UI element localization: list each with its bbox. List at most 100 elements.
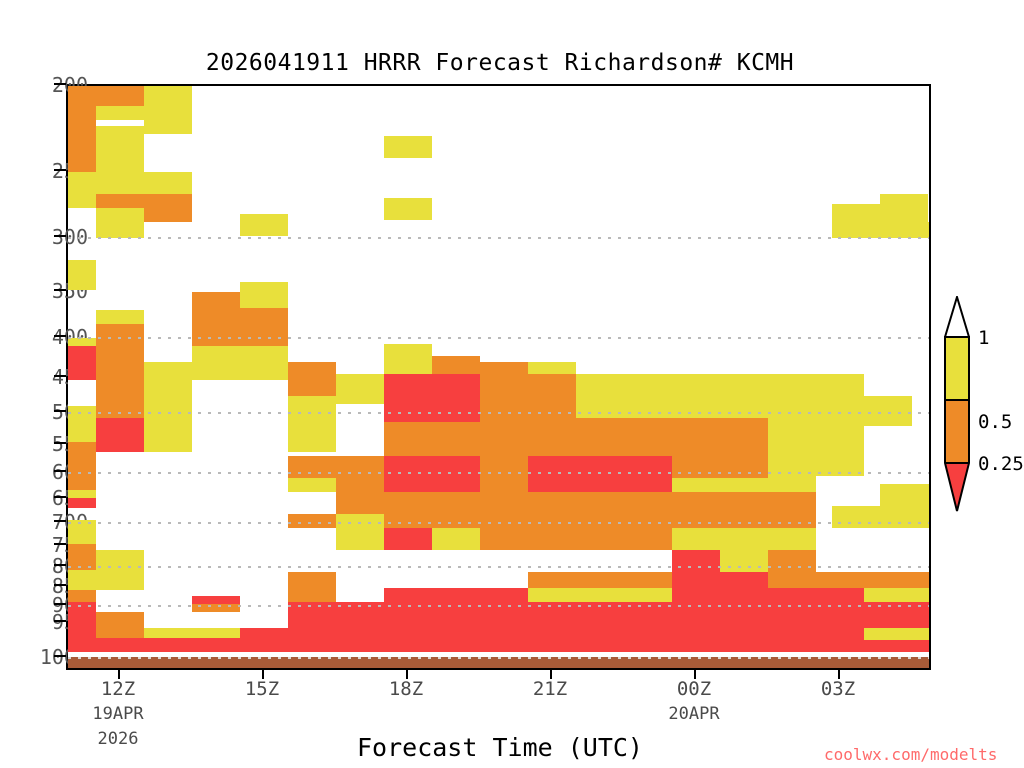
y-axis-tick-mark — [54, 520, 66, 522]
y-axis-tick-mark — [54, 543, 66, 545]
heatmap-cell — [192, 596, 240, 604]
heatmap-cell — [672, 478, 768, 492]
heatmap-cell — [96, 550, 144, 570]
heatmap-cell — [68, 338, 96, 346]
heatmap-cell — [68, 172, 96, 208]
heatmap-cell — [68, 544, 96, 570]
heatmap-cell — [864, 628, 929, 640]
terrain-top-dots — [68, 657, 929, 659]
heatmap-cell — [384, 198, 432, 220]
y-axis-tick-mark — [54, 375, 66, 377]
heatmap-cell — [832, 204, 880, 222]
heatmap-cell — [816, 588, 864, 628]
heatmap-cell — [336, 456, 384, 492]
heatmap-cell — [144, 418, 192, 452]
heatmap-cell — [240, 308, 288, 346]
heatmap-cell — [672, 374, 768, 418]
heatmap-cell — [68, 86, 96, 172]
y-axis-tick-mark — [54, 169, 66, 171]
heatmap-cell — [672, 550, 720, 628]
watermark: coolwx.com/modelts — [824, 745, 998, 764]
colorbar-tick-label: 0.5 — [978, 411, 1013, 433]
heatmap-cell — [832, 222, 880, 238]
heatmap-cell — [528, 362, 576, 374]
x-axis-tick-label: 15Z — [244, 678, 280, 700]
y-axis-tick-mark — [54, 584, 66, 586]
y-axis-tick-mark — [54, 620, 66, 622]
heatmap-cell — [68, 570, 96, 590]
x-axis-tick-mark — [694, 670, 696, 679]
heatmap-cell — [68, 344, 96, 380]
y-axis-tick-mark — [54, 603, 66, 605]
heatmap-cell — [144, 194, 192, 222]
heatmap-cell — [192, 346, 240, 380]
heatmap-cell — [624, 456, 672, 492]
heatmap-cell — [96, 86, 144, 106]
heatmap-cell — [432, 528, 480, 550]
heatmap-cell — [384, 346, 432, 360]
heatmap-cell — [672, 528, 720, 550]
heatmap-cell — [68, 590, 96, 602]
y-axis-tick-mark — [54, 289, 66, 291]
heatmap-cell — [768, 448, 816, 492]
heatmap-cell — [384, 588, 432, 628]
y-axis-tick-mark — [54, 442, 66, 444]
heatmap-cell — [480, 456, 528, 492]
y-axis-tick-mark — [54, 470, 66, 472]
heatmap-cell — [96, 612, 144, 628]
colorbar-divider — [946, 399, 968, 401]
y-axis-tick-mark — [54, 335, 66, 337]
heatmap-cell — [384, 528, 432, 550]
heatmap-cell — [528, 456, 624, 492]
x-axis-tick-mark — [406, 670, 408, 679]
heatmap-cell — [68, 490, 96, 498]
heatmap-cell — [240, 604, 288, 628]
heatmap-cell — [144, 172, 192, 194]
heatmap-cell — [528, 572, 576, 588]
heatmap-cell — [864, 396, 912, 426]
page-title: 2026041911 HRRR Forecast Richardson# KCM… — [205, 50, 795, 76]
heatmap-cell — [768, 374, 864, 408]
heatmap-cell — [528, 374, 576, 456]
heatmap-cell — [96, 222, 144, 238]
heatmap-cell — [528, 528, 672, 550]
heatmap-cell — [144, 612, 192, 628]
heatmap-cell — [880, 484, 929, 528]
heatmap-cell — [240, 282, 288, 308]
y-axis-tick-mark — [54, 83, 66, 85]
heatmap-cell — [288, 362, 336, 396]
heatmap-cell — [96, 602, 144, 612]
heatmap-cell — [768, 528, 816, 550]
heatmap-cell — [336, 514, 384, 528]
heatmap-cell — [576, 418, 624, 456]
heatmap-cell — [96, 324, 144, 380]
heatmap-cell — [336, 492, 384, 514]
x-axis-tick-label: 03Z — [820, 678, 856, 700]
colorbar-tick-label: 0.25 — [978, 453, 1024, 475]
heatmap-cell — [288, 514, 336, 528]
colorbar-arrow-down-icon — [943, 462, 971, 512]
heatmap-cell — [672, 418, 720, 448]
heatmap-cell — [192, 604, 240, 612]
heatmap-cell — [68, 498, 96, 508]
heatmap-cell — [336, 528, 384, 550]
terrain-band — [68, 86, 929, 668]
heatmap-cell — [96, 194, 144, 208]
heatmap-cell — [96, 380, 144, 418]
heatmap-cell — [880, 194, 928, 222]
heatmap-cell — [576, 572, 624, 588]
x-axis-tick-label: 00Z — [676, 678, 712, 700]
heatmap-cell — [528, 588, 672, 602]
heatmap-cell — [240, 346, 288, 380]
heatmap-cell — [720, 572, 768, 628]
heatmap-cell — [576, 374, 672, 418]
heatmap-cell — [432, 356, 480, 374]
terrain-fill — [68, 657, 929, 668]
heatmap-cell — [480, 588, 528, 628]
y-axis-tick-mark — [54, 564, 66, 566]
heatmap-cell — [192, 628, 240, 638]
y-axis-tick-mark — [54, 410, 66, 412]
heatmap-cell — [384, 374, 480, 422]
heatmap-cell — [720, 418, 768, 448]
heatmap-cell — [68, 260, 96, 290]
